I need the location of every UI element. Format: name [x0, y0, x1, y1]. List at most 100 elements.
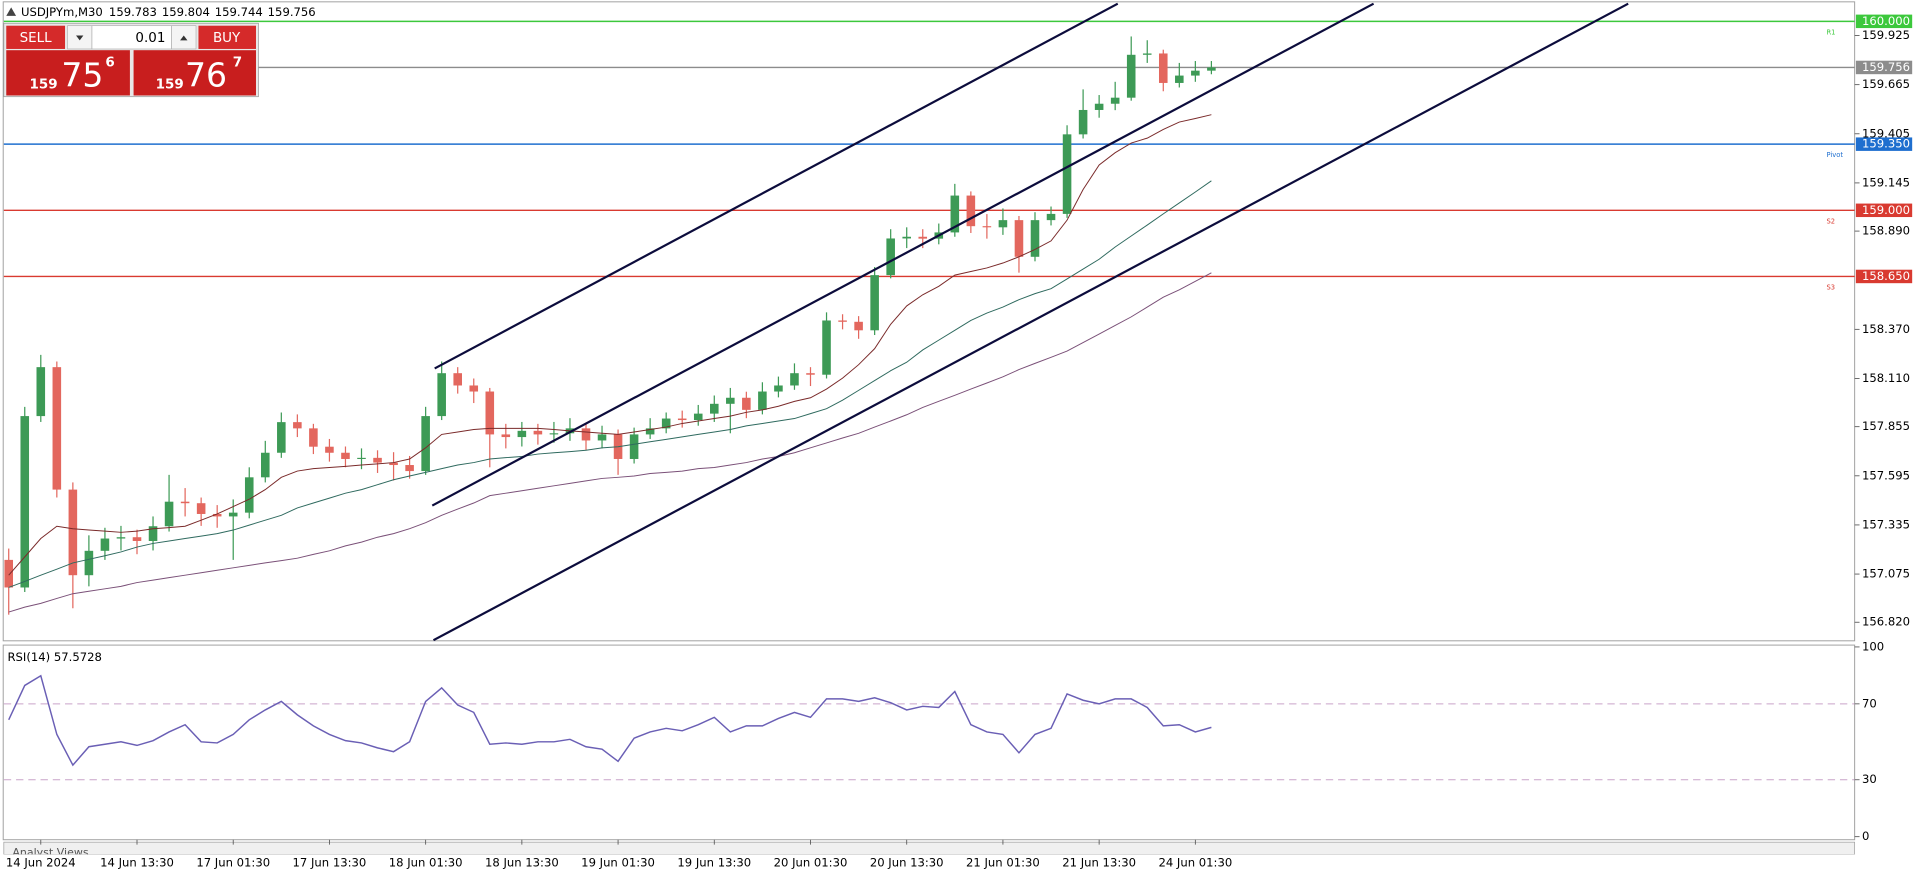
y-tick-label: 30 — [1862, 772, 1877, 786]
ask-small: 7 — [233, 55, 242, 70]
moving-average — [8, 272, 1212, 613]
candle-body — [1030, 220, 1040, 257]
candle-body — [726, 397, 735, 404]
candle-body — [405, 465, 414, 472]
candle-body — [1078, 109, 1088, 135]
candle-body — [100, 538, 110, 551]
candle-body — [533, 430, 543, 435]
rsi-panel-frame — [2, 644, 1856, 841]
bid-box[interactable] — [6, 50, 130, 96]
x-tick-label: 19 Jun 01:30 — [581, 855, 655, 869]
candle-body — [774, 385, 783, 392]
x-tick-label: 24 Jun 01:30 — [1158, 855, 1232, 869]
candle-body — [389, 462, 398, 466]
candle-body — [517, 430, 527, 438]
candle-body — [982, 226, 992, 228]
candle-body — [196, 503, 206, 514]
candle-body — [1142, 53, 1152, 55]
candle-body — [212, 513, 222, 517]
symbol: USDJPYm,M30 — [21, 5, 103, 19]
x-axis-band — [0, 854, 1916, 874]
plot: R1 Pivot S2 S3 RSI(14) 57.5728 — [3, 20, 1855, 781]
lot-down-icon — [76, 35, 84, 41]
candle-body — [84, 550, 94, 576]
candle-body — [4, 559, 14, 588]
level-label: 159.000 — [1862, 203, 1910, 217]
y-tick-label: 157.855 — [1862, 419, 1910, 433]
x-tick-label: 18 Jun 13:30 — [485, 855, 559, 869]
quote-close: 159.756 — [268, 5, 316, 19]
level-label: 159.350 — [1862, 137, 1910, 151]
candle-body — [437, 373, 446, 417]
candle-body — [309, 428, 318, 447]
quote-open: 159.783 — [109, 5, 157, 19]
level-label-bg — [1855, 60, 1913, 75]
candle-body — [453, 373, 462, 386]
candle-body — [132, 537, 142, 541]
x-tick-label: 21 Jun 13:30 — [1062, 855, 1136, 869]
candle-body — [902, 236, 911, 239]
candle-body — [228, 512, 238, 517]
candle-body — [1175, 75, 1184, 83]
candle-body — [1126, 54, 1136, 98]
level-label-bg — [1855, 14, 1913, 29]
candle-body — [597, 434, 607, 441]
candle-body — [918, 236, 928, 239]
buy-label: BUY — [213, 31, 241, 46]
buy-button[interactable] — [198, 25, 256, 49]
candle-body — [998, 220, 1008, 228]
y-tick-label: 158.370 — [1862, 322, 1910, 336]
candle-body — [148, 526, 158, 541]
x-tick-label: 14 Jun 2024 — [6, 855, 76, 869]
candle-body — [1207, 67, 1216, 71]
x-tick-label: 20 Jun 01:30 — [774, 855, 848, 869]
quote-high: 159.804 — [162, 5, 210, 19]
candle-body — [549, 433, 559, 435]
moving-average — [8, 180, 1212, 588]
sell-button[interactable] — [6, 25, 66, 49]
level-tag: Pivot — [1826, 151, 1843, 159]
candle-body — [677, 418, 687, 421]
level-label-bg — [1855, 269, 1913, 284]
x-tick-label: 18 Jun 01:30 — [389, 855, 463, 869]
y-tick-label: 156.820 — [1862, 615, 1910, 629]
level-label: 158.650 — [1862, 269, 1910, 283]
collapse-icon[interactable] — [6, 7, 17, 16]
candle-body — [180, 501, 190, 504]
trade-panel: SELL 0.01 BUY 159 75 6 159 76 7 — [3, 22, 259, 98]
candle-body — [1094, 103, 1104, 110]
candle-body — [261, 452, 270, 478]
candle-body — [52, 367, 62, 490]
rsi-line — [8, 674, 1212, 767]
symbol-header: USDJPYm,M30 159.783 159.804 159.744 159.756 — [21, 5, 316, 19]
candle-body — [629, 434, 639, 459]
candle-body — [1062, 134, 1072, 214]
channel-line — [434, 2, 1119, 370]
candle-body — [501, 434, 511, 438]
candle-body — [709, 403, 719, 414]
y-tick-label: 159.405 — [1862, 126, 1910, 140]
y-tick-label: 159.665 — [1862, 77, 1910, 91]
candle-body — [822, 320, 831, 375]
y-tick-label: 159.925 — [1862, 28, 1910, 42]
y-tick-label: 158.890 — [1862, 224, 1910, 238]
candle-body — [1191, 70, 1200, 76]
channel-line — [431, 2, 1375, 507]
ask-box[interactable] — [133, 50, 256, 96]
candle-body — [1046, 213, 1056, 221]
candle-body — [838, 320, 847, 322]
tab-bar — [3, 841, 1856, 855]
y-tick-label: 70 — [1862, 696, 1877, 710]
level-tag: R1 — [1826, 28, 1835, 36]
bid-big: 159 — [30, 77, 58, 92]
candle-body — [645, 428, 655, 435]
candle-body — [277, 422, 286, 453]
lot-value: 0.01 — [135, 31, 165, 46]
ask-main: 76 — [185, 56, 227, 95]
candle-body — [693, 413, 703, 421]
y-tick-label: 100 — [1862, 639, 1884, 653]
candle-body — [1158, 53, 1168, 83]
ask-big: 159 — [156, 77, 184, 92]
candle-body — [485, 391, 495, 435]
